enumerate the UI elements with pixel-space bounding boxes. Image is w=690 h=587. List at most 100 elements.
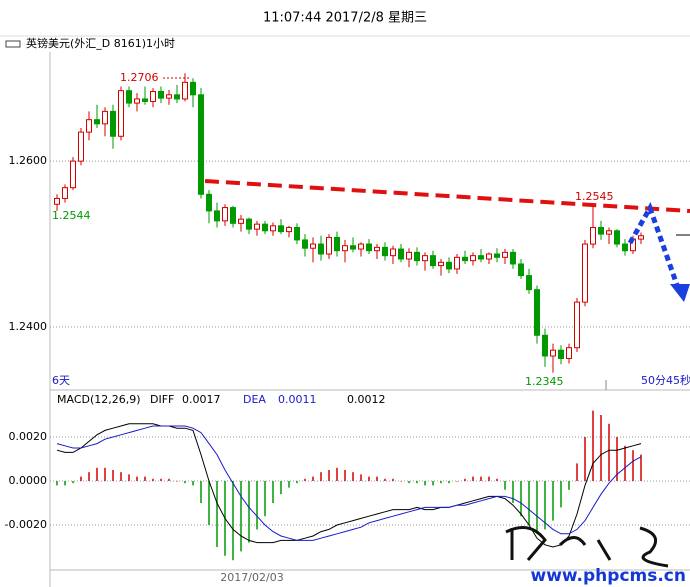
candle-body — [270, 225, 276, 232]
candle-body — [446, 261, 452, 270]
candle-body — [302, 239, 308, 249]
candle-body — [190, 81, 196, 96]
candle-body — [542, 334, 548, 357]
recent-high-label: 1.2545 — [575, 190, 614, 203]
candle-body — [278, 225, 284, 233]
candle-body — [86, 119, 92, 133]
candle-body — [502, 251, 508, 258]
candle-body — [310, 243, 316, 249]
candle-body — [174, 94, 180, 100]
watermark: www.phpcms.cn — [531, 566, 686, 586]
left-price-label: 1.2544 — [52, 209, 91, 222]
y-tick-label: 0.0020 — [9, 430, 48, 443]
span-label: 6天 — [52, 374, 70, 387]
candle-body — [294, 226, 300, 241]
candle-body — [406, 251, 412, 260]
symbol-icon — [5, 40, 21, 48]
candle-body — [142, 98, 148, 102]
y-tick-label: -0.0020 — [5, 518, 47, 531]
candle-body — [566, 347, 572, 359]
candle-body — [438, 261, 444, 267]
candle-body — [326, 236, 332, 255]
y-tick-label: 1.2600 — [9, 154, 48, 167]
y-tick-label: 0.0000 — [9, 474, 48, 487]
symbol: 英镑美元(外汇_D 8161)1小时 — [26, 36, 175, 50]
candle-body — [422, 255, 428, 262]
candle-body — [158, 90, 164, 99]
candle-body — [590, 226, 596, 245]
candle-body — [526, 275, 532, 291]
candle-body — [382, 246, 388, 257]
candle-body — [102, 110, 108, 125]
candle-body — [318, 243, 324, 255]
candle-body — [262, 223, 268, 232]
candle-body — [390, 248, 396, 257]
candle-body — [222, 207, 228, 222]
candle-body — [150, 90, 156, 102]
candle-body — [334, 236, 340, 252]
dea-name: DEA — [243, 393, 266, 406]
header-time: 11:07:44 2017/2/8 星期三 — [263, 11, 427, 26]
candle-body — [358, 243, 364, 250]
candle-body — [118, 90, 124, 137]
candle-body — [478, 255, 484, 260]
candle-body — [430, 255, 436, 267]
dea-value: 0.0011 — [278, 393, 317, 406]
candle-body — [398, 248, 404, 260]
candle-body — [638, 235, 644, 240]
candle-body — [206, 193, 212, 212]
candle-body — [518, 263, 524, 277]
candle-body — [230, 207, 236, 224]
diff-name: DIFF — [150, 393, 174, 406]
candle-body — [614, 230, 620, 245]
high-label: 1.2706 — [120, 71, 159, 84]
candle-body — [470, 255, 476, 262]
candle-body — [78, 131, 84, 162]
y-tick-label: 1.2400 — [9, 320, 48, 333]
candle-body — [246, 218, 252, 230]
candle-body — [342, 245, 348, 252]
candle-body — [606, 230, 612, 235]
candle-body — [622, 243, 628, 252]
macd-title: MACD(12,26,9) — [57, 393, 141, 406]
candle-body — [374, 246, 380, 252]
candle-body — [70, 160, 76, 189]
candle-body — [110, 110, 116, 137]
candle-body — [214, 210, 220, 222]
signature — [505, 526, 669, 568]
countdown-label: 50分45秒 — [641, 373, 690, 387]
forecast-arrow — [627, 202, 681, 289]
candle-body — [62, 187, 68, 199]
candle-body — [558, 349, 564, 359]
candle-body — [462, 256, 468, 262]
candle-body — [166, 94, 172, 99]
trend-line — [204, 179, 690, 213]
candle-body — [54, 197, 60, 205]
candle-body — [366, 243, 372, 252]
candle-body — [254, 223, 260, 230]
candle-body — [286, 226, 292, 233]
candle-body — [550, 349, 556, 357]
candle-body — [414, 251, 420, 262]
candle-body — [598, 226, 604, 235]
low-label: 1.2345 — [525, 375, 564, 388]
candle-body — [510, 251, 516, 265]
date-label: 2017/02/03 — [220, 571, 283, 584]
candle-body — [134, 98, 140, 104]
candle-body — [494, 253, 500, 258]
arrow-head — [670, 284, 690, 302]
candle-body — [126, 90, 132, 104]
candle-body — [486, 253, 492, 260]
candle-body — [198, 94, 204, 195]
candle-body — [350, 245, 356, 250]
candle-body — [454, 256, 460, 270]
candle-body — [94, 119, 100, 125]
candle-body — [182, 81, 188, 100]
dea-line — [56, 425, 642, 541]
candle-body — [582, 243, 588, 303]
candle-body — [574, 301, 580, 349]
candle-body — [534, 289, 540, 336]
